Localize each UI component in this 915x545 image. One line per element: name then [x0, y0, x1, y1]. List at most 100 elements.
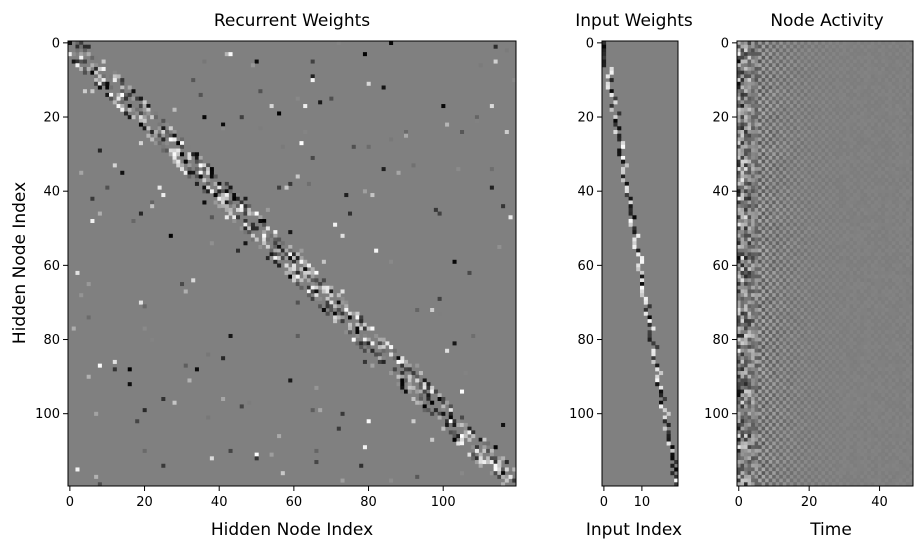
- weight-cell: [120, 100, 124, 104]
- weight-cell: [408, 386, 412, 390]
- weight-cell: [270, 252, 274, 256]
- activity-cell: [755, 256, 759, 260]
- activity-cell: [892, 238, 896, 242]
- activity-cell: [836, 371, 840, 375]
- activity-cell: [758, 264, 762, 268]
- activity-cell: [765, 360, 769, 364]
- activity-cell: [769, 341, 773, 345]
- activity-cell: [871, 260, 875, 264]
- activity-cell: [874, 182, 878, 186]
- activity-cell: [878, 353, 882, 357]
- activity-cell: [832, 200, 836, 204]
- activity-cell: [786, 245, 790, 249]
- activity-cell: [853, 86, 857, 90]
- activity-cell: [758, 123, 762, 127]
- activity-cell: [825, 167, 829, 171]
- weight-cell: [195, 178, 199, 182]
- activity-cell: [821, 208, 825, 212]
- activity-cell: [860, 289, 864, 293]
- activity-cell: [776, 93, 780, 97]
- activity-cell: [741, 197, 745, 201]
- weight-cell: [98, 82, 102, 86]
- activity-cell: [755, 264, 759, 268]
- weight-cell: [404, 134, 408, 138]
- activity-cell: [737, 238, 741, 242]
- weight-cell: [494, 471, 498, 475]
- activity-cell: [790, 293, 794, 297]
- activity-cell: [800, 364, 804, 368]
- activity-cell: [804, 278, 808, 282]
- activity-cell: [857, 267, 861, 271]
- activity-cell: [755, 193, 759, 197]
- activity-cell: [850, 186, 854, 190]
- activity-cell: [772, 97, 776, 101]
- activity-cell: [888, 364, 892, 368]
- activity-cell: [871, 215, 875, 219]
- activity-cell: [906, 56, 910, 60]
- weight-cell: [113, 360, 117, 364]
- activity-cell: [811, 126, 815, 130]
- activity-cell: [779, 345, 783, 349]
- activity-cell: [843, 212, 847, 216]
- activity-cell: [811, 56, 815, 60]
- activity-cell: [800, 52, 804, 56]
- activity-cell: [814, 175, 818, 179]
- activity-cell: [800, 252, 804, 256]
- activity-cell: [786, 219, 790, 223]
- activity-cell: [874, 315, 878, 319]
- activity-cell: [762, 267, 766, 271]
- activity-cell: [748, 182, 752, 186]
- input-weight-cell: [602, 56, 606, 60]
- activity-cell: [776, 286, 780, 290]
- weight-cell: [441, 104, 445, 108]
- activity-cell: [836, 137, 840, 141]
- activity-cell: [751, 74, 755, 78]
- activity-cell: [790, 115, 794, 119]
- activity-cell: [762, 219, 766, 223]
- activity-cell: [874, 89, 878, 93]
- activity-cell: [776, 171, 780, 175]
- input-weight-cell: [632, 226, 636, 230]
- activity-cell: [748, 212, 752, 216]
- activity-cell: [850, 252, 854, 256]
- activity-cell: [899, 256, 903, 260]
- activity-cell: [748, 41, 752, 45]
- activity-cell: [843, 249, 847, 253]
- weight-cell: [165, 149, 169, 153]
- activity-cell: [797, 345, 801, 349]
- activity-cell: [885, 334, 889, 338]
- activity-cell: [765, 208, 769, 212]
- activity-cell: [804, 241, 808, 245]
- activity-cell: [772, 71, 776, 75]
- activity-cell: [751, 200, 755, 204]
- activity-cell: [902, 223, 906, 227]
- activity-cell: [864, 45, 868, 49]
- activity-cell: [839, 86, 843, 90]
- activity-cell: [825, 271, 829, 275]
- activity-cell: [899, 152, 903, 156]
- activity-cell: [857, 60, 861, 64]
- activity-cell: [874, 78, 878, 82]
- activity-cell: [839, 52, 843, 56]
- weight-cell: [229, 212, 233, 216]
- activity-cell: [850, 378, 854, 382]
- activity-cell: [832, 160, 836, 164]
- weight-cell: [389, 371, 393, 375]
- activity-cell: [744, 315, 748, 319]
- activity-cell: [814, 152, 818, 156]
- weight-cell: [90, 71, 94, 75]
- activity-cell: [829, 56, 833, 60]
- activity-cell: [853, 367, 857, 371]
- activity-cell: [762, 171, 766, 175]
- activity-cell: [737, 271, 741, 275]
- activity-cell: [821, 123, 825, 127]
- weight-cell: [460, 471, 464, 475]
- activity-cell: [807, 297, 811, 301]
- activity-cell: [748, 137, 752, 141]
- activity-cell: [807, 160, 811, 164]
- activity-cell: [814, 171, 818, 175]
- activity-cell: [821, 182, 825, 186]
- activity-cell: [786, 60, 790, 64]
- activity-cell: [737, 108, 741, 112]
- activity-cell: [864, 145, 868, 149]
